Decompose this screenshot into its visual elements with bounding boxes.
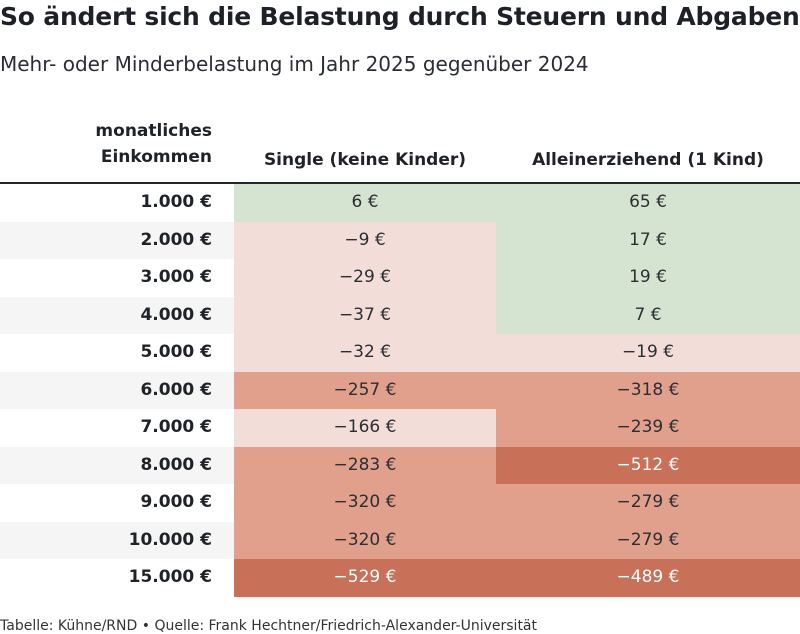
- income-cell: 5.000 €: [0, 334, 234, 372]
- column-header-alleinerziehend: Alleinerziehend (1 Kind): [532, 150, 764, 170]
- alleinerziehend-value-cell: −512 €: [496, 446, 800, 484]
- column-header-single: Single (keine Kinder): [263, 150, 467, 170]
- table-row: 9.000 € −320 € −279 €: [0, 484, 800, 522]
- alleinerziehend-value-cell: −318 €: [496, 371, 800, 409]
- table-header: monatliches Einkommen Single (keine Kind…: [0, 118, 800, 184]
- alleinerziehend-value-cell: 17 €: [496, 221, 800, 259]
- table-row: 4.000 € −37 €7 €: [0, 296, 800, 334]
- data-table: monatliches Einkommen Single (keine Kind…: [0, 118, 800, 597]
- table-row: 1.000 €6 €65 €: [0, 184, 800, 222]
- chart-subtitle: Mehr- oder Minderbelastung im Jahr 2025 …: [0, 52, 589, 76]
- alleinerziehend-value-cell: −19 €: [496, 334, 800, 372]
- table-row: 8.000 € −283 € −512 €: [0, 446, 800, 484]
- table-row: 10.000 € −320 € −279 €: [0, 521, 800, 559]
- single-value-cell: −283 €: [234, 446, 496, 484]
- income-cell: 8.000 €: [0, 446, 234, 484]
- table-row: 3.000 € −29 €19 €: [0, 259, 800, 297]
- alleinerziehend-value-cell: 65 €: [496, 184, 800, 222]
- income-cell: 2.000 €: [0, 221, 234, 259]
- income-cell: 15.000 €: [0, 559, 234, 597]
- alleinerziehend-value-cell: 7 €: [496, 296, 800, 334]
- single-value-cell: −257 €: [234, 371, 496, 409]
- alleinerziehend-value-cell: −239 €: [496, 409, 800, 447]
- single-value-cell: −29 €: [234, 259, 496, 297]
- alleinerziehend-value-cell: −279 €: [496, 521, 800, 559]
- single-value-cell: 6 €: [234, 184, 496, 222]
- source-note: Tabelle: Kühne/RND • Quelle: Frank Hecht…: [0, 618, 537, 634]
- alleinerziehend-value-cell: −489 €: [496, 559, 800, 597]
- column-header-income: monatliches Einkommen: [95, 121, 212, 167]
- chart-title: So ändert sich die Belastung durch Steue…: [0, 2, 800, 31]
- table-row: 7.000 € −166 € −239 €: [0, 409, 800, 447]
- single-value-cell: −37 €: [234, 296, 496, 334]
- single-value-cell: −32 €: [234, 334, 496, 372]
- single-value-cell: −529 €: [234, 559, 496, 597]
- income-cell: 9.000 €: [0, 484, 234, 522]
- income-cell: 1.000 €: [0, 184, 234, 222]
- alleinerziehend-value-cell: 19 €: [496, 259, 800, 297]
- single-value-cell: −166 €: [234, 409, 496, 447]
- income-cell: 4.000 €: [0, 296, 234, 334]
- table-body: 1.000 €6 €65 €2.000 € −9 €17 €3.000 € −29 …: [0, 184, 800, 597]
- table-row: 15.000 € −529 € −489 €: [0, 559, 800, 597]
- income-cell: 3.000 €: [0, 259, 234, 297]
- single-value-cell: −320 €: [234, 484, 496, 522]
- table-row: 5.000 € −32 € −19 €: [0, 334, 800, 372]
- table-row: 2.000 € −9 €17 €: [0, 221, 800, 259]
- income-cell: 7.000 €: [0, 409, 234, 447]
- single-value-cell: −320 €: [234, 521, 496, 559]
- single-value-cell: −9 €: [234, 221, 496, 259]
- table-row: 6.000 € −257 € −318 €: [0, 371, 800, 409]
- alleinerziehend-value-cell: −279 €: [496, 484, 800, 522]
- income-cell: 6.000 €: [0, 371, 234, 409]
- income-cell: 10.000 €: [0, 521, 234, 559]
